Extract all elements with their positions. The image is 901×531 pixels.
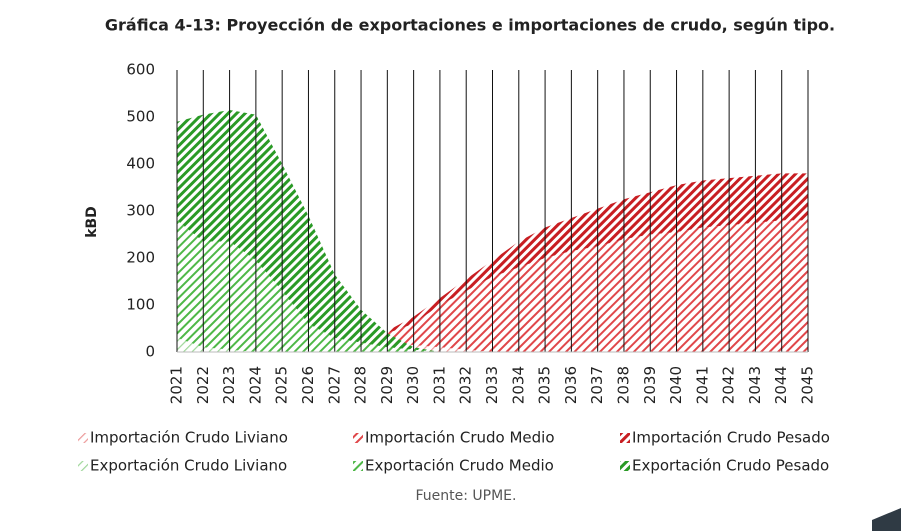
x-tick-label: 2043 (746, 366, 764, 404)
y-tick-label: 600 (126, 61, 155, 79)
area (177, 220, 808, 352)
legend-label: Importación Crudo Medio (365, 429, 555, 447)
y-tick-label: 400 (126, 155, 155, 173)
x-tick-label: 2021 (168, 366, 186, 404)
legend-swatch (620, 461, 630, 471)
x-tick-label: 2038 (614, 366, 632, 404)
y-axis-label: kBD (84, 206, 100, 238)
source: Fuente: UPME. (416, 488, 517, 504)
x-tick-label: 2045 (799, 366, 817, 404)
x-tick-label: 2026 (299, 366, 317, 404)
chart-title: Gráfica 4-13: Proyección de exportacione… (105, 16, 835, 35)
legend-swatch (353, 461, 363, 471)
x-tick-label: 2044 (772, 366, 790, 404)
legend-label: Exportación Crudo Medio (365, 457, 554, 475)
x-tick-label: 2035 (536, 366, 554, 404)
y-tick-label: 200 (126, 249, 155, 267)
x-tick-label: 2030 (404, 366, 422, 404)
x-tick-label: 2033 (483, 366, 501, 404)
legend-label: Importación Crudo Liviano (90, 429, 288, 447)
x-tick-label: 2027 (325, 366, 343, 404)
x-tick-label: 2028 (352, 366, 370, 404)
corner-decoration (872, 508, 901, 531)
x-tick-label: 2034 (509, 366, 527, 404)
x-tick-label: 2032 (457, 366, 475, 404)
legend-swatch (78, 461, 88, 471)
x-tick-label: 2040 (667, 366, 685, 404)
legend-swatch (353, 433, 363, 443)
x-tick-label: 2037 (588, 366, 606, 404)
x-tick-label: 2029 (378, 366, 396, 404)
legend-label: Exportación Crudo Pesado (632, 457, 829, 475)
x-tick-label: 2024 (246, 366, 264, 404)
y-tick-label: 500 (126, 108, 155, 126)
y-tick-label: 100 (126, 296, 155, 314)
x-tick-label: 2042 (720, 366, 738, 404)
y-tick-label: 0 (145, 343, 155, 361)
legend-label: Exportación Crudo Liviano (90, 457, 287, 475)
legend-swatch (620, 433, 630, 443)
x-tick-label: 2025 (273, 366, 291, 404)
y-tick-label: 300 (126, 202, 155, 220)
x-tick-label: 2023 (220, 366, 238, 404)
legend-swatch (78, 433, 88, 443)
x-tick-label: 2041 (693, 366, 711, 404)
x-tick-label: 2039 (641, 366, 659, 404)
x-tick-label: 2022 (194, 366, 212, 404)
x-tick-label: 2036 (562, 366, 580, 404)
legend-label: Importación Crudo Pesado (632, 429, 830, 447)
x-tick-label: 2031 (430, 366, 448, 404)
